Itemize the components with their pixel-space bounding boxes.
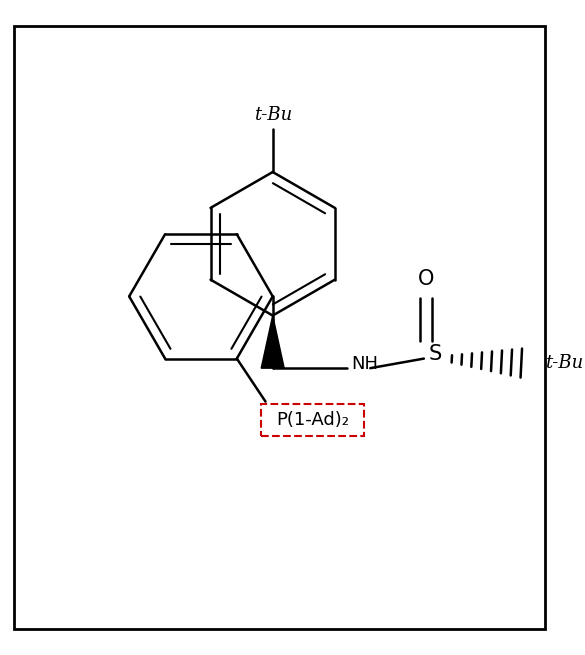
Text: S: S (429, 344, 442, 364)
Text: O: O (418, 269, 434, 289)
Polygon shape (261, 316, 284, 368)
Text: t-Bu: t-Bu (545, 354, 584, 373)
Text: t-Bu: t-Bu (253, 106, 292, 124)
Text: NH: NH (351, 356, 378, 373)
Text: P(1-Ad)₂: P(1-Ad)₂ (276, 411, 349, 429)
Bar (261, 403, 364, 436)
